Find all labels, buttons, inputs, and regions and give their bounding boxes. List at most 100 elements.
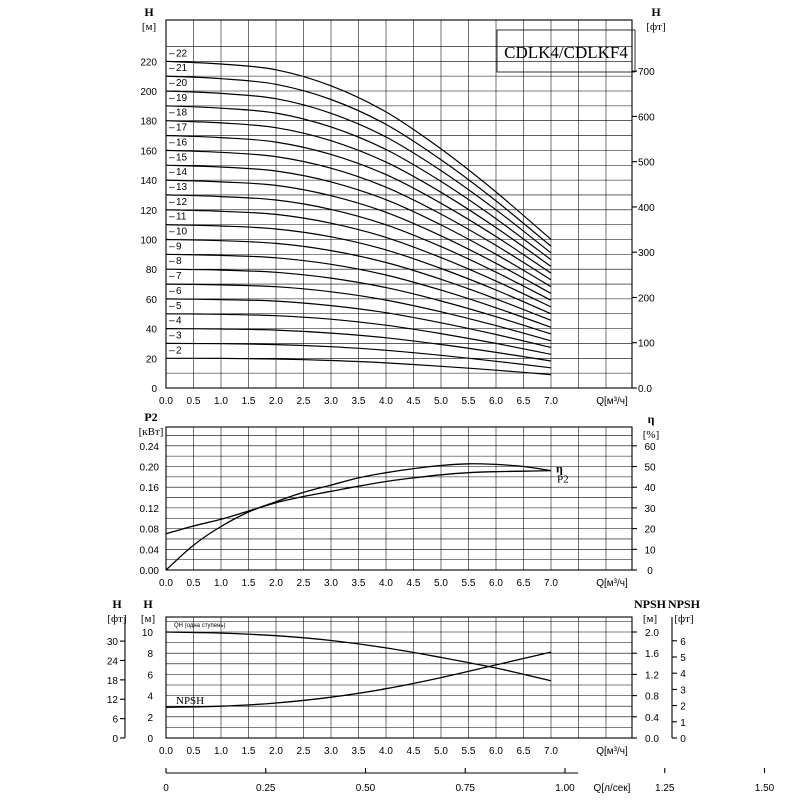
head-x-tick-label: 1.0 bbox=[214, 396, 228, 407]
npsh-ft-tick-label: 0 bbox=[680, 734, 686, 745]
power-x-tick-label: 6.0 bbox=[489, 578, 503, 589]
stage-label-dash: – bbox=[169, 330, 175, 341]
model-box-frame bbox=[496, 29, 636, 73]
stage-curve-20 bbox=[165, 90, 552, 254]
stage-curve-15 bbox=[165, 164, 552, 288]
npsh-x-tick-label: 4.0 bbox=[379, 746, 393, 757]
npsh-ft-tick-label: 3 bbox=[680, 685, 686, 696]
npsh-h-m-unit: [м] bbox=[141, 613, 155, 625]
power-y-tick-label: 0.08 bbox=[140, 525, 160, 536]
power-x-tick-label: 3.5 bbox=[352, 578, 366, 589]
power-x-tick-label: 2.0 bbox=[269, 578, 283, 589]
head-y-right-tick-label: 500 bbox=[638, 158, 655, 169]
npsh-m-symbol: NPSH bbox=[634, 597, 667, 611]
stage-label-dash: – bbox=[169, 108, 175, 119]
power-y-axis-unit: [кВт] bbox=[139, 426, 164, 438]
npsh-x-tick-label: 3.5 bbox=[352, 746, 366, 757]
power-frame bbox=[165, 426, 633, 571]
npsh-ft-tick-label: 4 bbox=[680, 669, 686, 680]
npsh-h-ft-unit: [фт] bbox=[107, 613, 126, 625]
power-y-right-tick-label: 30 bbox=[644, 504, 656, 515]
power-x-tick-label: 5.5 bbox=[462, 578, 476, 589]
stage-label-17: 17 bbox=[176, 123, 188, 134]
power-y-right-tick-label: 0 bbox=[647, 566, 653, 577]
flow-lps-axis-label: Q[л/сек] bbox=[594, 783, 631, 794]
head-y-tick-label: 40 bbox=[146, 325, 158, 336]
stage-curve-5 bbox=[165, 313, 552, 355]
npsh-x-tick-label: 4.5 bbox=[407, 746, 421, 757]
power-y-tick-label: 0.04 bbox=[140, 545, 160, 556]
power-x-tick-label: 1.0 bbox=[214, 578, 228, 589]
npsh-ft-tick-label: 1 bbox=[680, 718, 686, 729]
stage-label-13: 13 bbox=[176, 182, 188, 193]
npsh-h-ft-tick-label: 12 bbox=[107, 695, 119, 706]
power-y-tick-label: 0.20 bbox=[140, 463, 160, 474]
npsh-x-tick-label: 6.5 bbox=[517, 746, 531, 757]
npsh-m-tick-label: 1.2 bbox=[645, 670, 659, 681]
stage-label-dash: – bbox=[169, 152, 175, 163]
stage-label-dash: – bbox=[169, 93, 175, 104]
npsh-x-tick-label: 1.0 bbox=[214, 746, 228, 757]
head-y-axis-unit: [м] bbox=[142, 21, 156, 33]
stage-label-10: 10 bbox=[176, 227, 188, 238]
head-x-tick-label: 6.0 bbox=[489, 396, 503, 407]
npsh-h-y-tick-label: 0 bbox=[147, 734, 153, 745]
flow-lps-tick-label: 0.75 bbox=[456, 783, 476, 794]
stage-curve-4 bbox=[165, 328, 552, 362]
npsh-h-y-tick-label: 8 bbox=[147, 649, 153, 660]
grid-layer bbox=[120, 19, 766, 774]
npsh-h-y-tick-label: 10 bbox=[142, 628, 154, 639]
stage-curve-19 bbox=[165, 105, 552, 261]
stage-label-dash: – bbox=[169, 345, 175, 356]
power-y-right-tick-label: 20 bbox=[644, 525, 656, 536]
stage-label-dash: – bbox=[169, 271, 175, 282]
head-x-tick-label: 5.0 bbox=[434, 396, 448, 407]
npsh-h-ft-tick-label: 30 bbox=[107, 637, 119, 648]
power-x-tick-label: 5.0 bbox=[434, 578, 448, 589]
flow-lps-tick-label: 1.25 bbox=[655, 783, 675, 794]
stage-curve-14 bbox=[165, 179, 552, 294]
npsh-h-ft-symbol: H bbox=[112, 597, 122, 611]
stage-curve-9 bbox=[165, 253, 552, 328]
head-y-right-tick-label: 700 bbox=[638, 67, 655, 78]
stage-curve-10 bbox=[165, 238, 552, 321]
stage-curve-22 bbox=[165, 60, 552, 240]
stage-label-dash: – bbox=[169, 123, 175, 134]
stage-label-dash: – bbox=[169, 182, 175, 193]
npsh-ft-tick-label: 5 bbox=[680, 653, 686, 664]
stage-label-6: 6 bbox=[176, 286, 182, 297]
stage-curve-6 bbox=[165, 298, 552, 349]
stage-label-18: 18 bbox=[176, 108, 188, 119]
stage-label-dash: – bbox=[169, 48, 175, 59]
npsh-x-tick-label: 5.5 bbox=[462, 746, 476, 757]
head-frame bbox=[165, 19, 633, 389]
stage-label-16: 16 bbox=[176, 137, 188, 148]
stage-label-9: 9 bbox=[176, 241, 182, 252]
head-x-tick-label: 4.5 bbox=[407, 396, 421, 407]
head-x-tick-label: 2.0 bbox=[269, 396, 283, 407]
power-x-tick-label: 0.0 bbox=[159, 578, 173, 589]
model-box: CDLK4/CDLKF4 bbox=[496, 29, 636, 73]
power-curve bbox=[165, 469, 552, 535]
stage-label-19: 19 bbox=[176, 93, 188, 104]
curves-layer bbox=[165, 60, 552, 708]
stage-label-dash: – bbox=[169, 301, 175, 312]
npsh-x-tick-label: 1.5 bbox=[242, 746, 256, 757]
stage-label-20: 20 bbox=[176, 78, 188, 89]
eta-y-axis-symbol: η bbox=[648, 412, 655, 426]
npsh-h-y-tick-label: 2 bbox=[147, 713, 153, 724]
power-y-tick-label: 0.00 bbox=[140, 566, 160, 577]
stage-label-dash: – bbox=[169, 167, 175, 178]
npsh-h-ft-tick-label: 18 bbox=[107, 676, 119, 687]
head-x-tick-label: 4.0 bbox=[379, 396, 393, 407]
stage-label-dash: – bbox=[169, 316, 175, 327]
stage-label-dash: – bbox=[169, 63, 175, 74]
power-x-axis-label: Q[м³/ч] bbox=[596, 578, 628, 589]
power-x-tick-label: 2.5 bbox=[297, 578, 311, 589]
power-y-right-tick-label: 40 bbox=[644, 483, 656, 494]
head-y-tick-label: 60 bbox=[146, 295, 158, 306]
head-y-tick-label: 200 bbox=[140, 87, 157, 98]
head-x-tick-label: 3.5 bbox=[352, 396, 366, 407]
